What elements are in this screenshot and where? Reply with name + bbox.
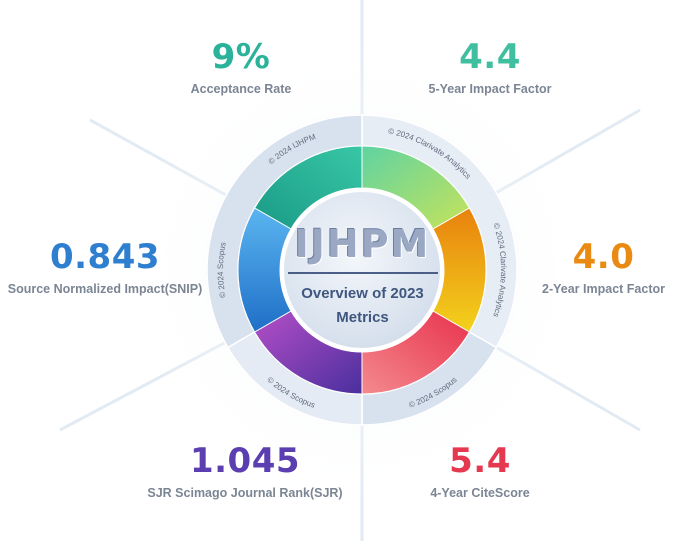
metric-label: 4-Year CiteScore <box>430 486 530 500</box>
metric-value: 4.0 <box>572 237 635 277</box>
metric-value: 1.045 <box>189 441 301 481</box>
metric-ring-segments <box>237 145 487 395</box>
metric-value: 5.4 <box>449 441 511 481</box>
overview-title-line1: Overview of 2023 <box>301 285 424 302</box>
hub <box>284 192 440 348</box>
overview-title-line2: Metrics <box>336 309 389 326</box>
metric-label: 5-Year Impact Factor <box>428 82 552 96</box>
metric-two-year-impact-factor: 4.0 2-Year Impact Factor <box>530 238 677 296</box>
caption-scopus-left: © 2024 Scopus <box>216 241 228 298</box>
center-panel: IJHPM Overview of 2023 Metrics <box>270 222 455 330</box>
metric-value: 4.4 <box>459 37 521 77</box>
metric-four-year-citescore: 5.4 4-Year CiteScore <box>380 442 580 500</box>
metric-sjr: 1.045 SJR Scimago Journal Rank(SJR) <box>130 442 360 500</box>
metric-five-year-impact-factor: 4.4 5-Year Impact Factor <box>390 38 590 96</box>
metric-label: SJR Scimago Journal Rank(SJR) <box>147 486 343 500</box>
metric-label: Source Normalized Impact(SNIP) <box>7 282 203 296</box>
logo-divider <box>287 272 438 274</box>
metric-acceptance-rate: 9% Acceptance Rate <box>141 38 341 96</box>
metric-value: 0.843 <box>49 237 161 277</box>
metric-label: 2-Year Impact Factor <box>542 282 665 296</box>
journal-logo: IJHPM <box>294 222 431 266</box>
metric-snip: 0.843 Source Normalized Impact(SNIP) <box>0 238 210 296</box>
metric-label: Acceptance Rate <box>190 82 292 96</box>
metric-value: 9% <box>211 37 271 77</box>
